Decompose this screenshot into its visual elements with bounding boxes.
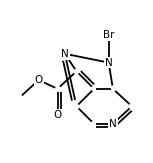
Text: N: N [61,49,69,59]
Text: Br: Br [103,30,114,40]
Text: N: N [105,58,112,67]
Text: O: O [34,75,43,85]
Text: N: N [109,119,117,129]
Text: O: O [53,110,62,120]
